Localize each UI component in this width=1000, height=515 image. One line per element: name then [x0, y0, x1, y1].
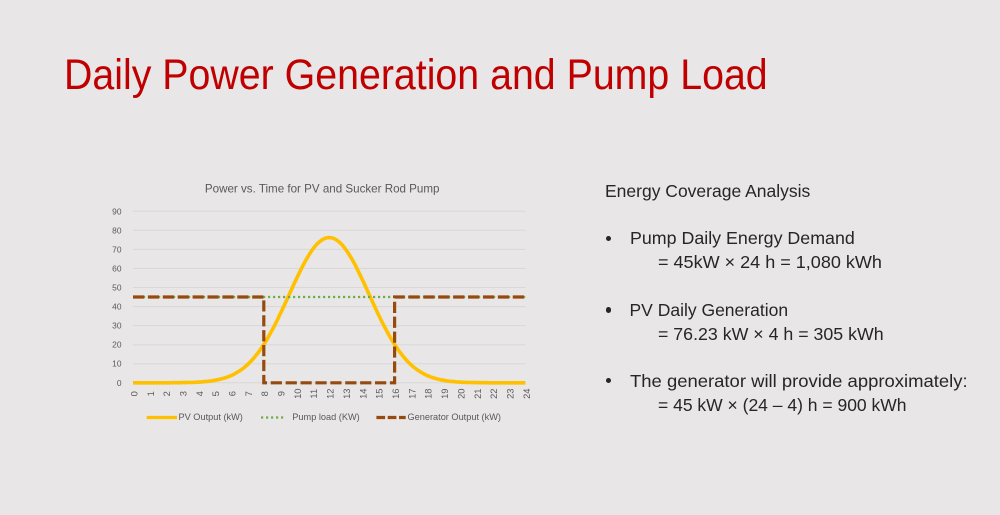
svg-text:30: 30 — [112, 321, 122, 331]
svg-text:9: 9 — [276, 391, 287, 396]
svg-text:5: 5 — [210, 391, 221, 396]
svg-text:11: 11 — [308, 389, 319, 399]
svg-text:50: 50 — [112, 283, 122, 293]
svg-text:10: 10 — [292, 388, 303, 398]
svg-text:15: 15 — [374, 388, 385, 398]
svg-text:20: 20 — [455, 388, 466, 398]
svg-text:8: 8 — [259, 391, 270, 396]
svg-text:6: 6 — [227, 391, 238, 396]
svg-text:40: 40 — [112, 302, 122, 312]
svg-text:70: 70 — [112, 244, 122, 254]
svg-text:10: 10 — [112, 359, 122, 369]
svg-text:2: 2 — [161, 391, 172, 396]
svg-text:14: 14 — [357, 388, 368, 398]
svg-text:7: 7 — [243, 391, 254, 396]
svg-text:90: 90 — [112, 206, 122, 216]
svg-text:21: 21 — [472, 388, 483, 398]
svg-text:1: 1 — [145, 391, 156, 396]
svg-text:Power vs. Time for PV and Suck: Power vs. Time for PV and Sucker Rod Pum… — [205, 182, 440, 195]
svg-text:4: 4 — [194, 391, 205, 396]
svg-text:22: 22 — [488, 388, 499, 398]
svg-text:13: 13 — [341, 388, 352, 398]
svg-text:60: 60 — [112, 263, 122, 273]
svg-text:0: 0 — [128, 391, 139, 396]
svg-text:16: 16 — [390, 388, 401, 398]
svg-text:0: 0 — [117, 378, 122, 388]
svg-text:3: 3 — [178, 391, 189, 396]
svg-text:24: 24 — [521, 388, 532, 398]
svg-text:80: 80 — [112, 225, 122, 235]
svg-text:20: 20 — [112, 340, 122, 350]
svg-text:17: 17 — [406, 388, 417, 398]
svg-text:19: 19 — [439, 388, 450, 398]
svg-text:Generator Output (kW): Generator Output (kW) — [408, 412, 501, 422]
svg-text:18: 18 — [423, 388, 434, 398]
svg-text:12: 12 — [325, 388, 336, 398]
svg-text:23: 23 — [505, 388, 516, 398]
svg-text:PV Output (kW): PV Output (kW) — [179, 412, 243, 422]
svg-text:Pump load (KW): Pump load (KW) — [292, 412, 359, 422]
